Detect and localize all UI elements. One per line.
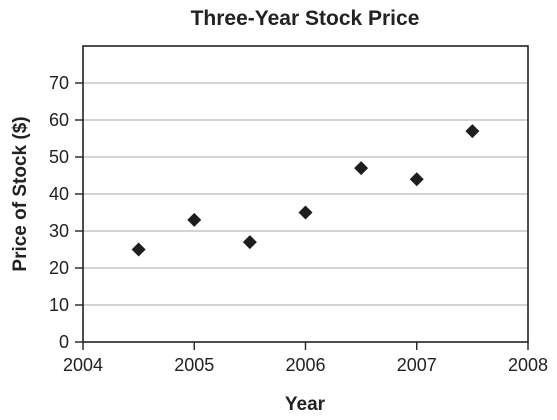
- data-point: [354, 161, 369, 176]
- data-point: [298, 205, 313, 220]
- x-axis-label: Year: [285, 394, 326, 415]
- tick-labels: 0 10 20 30 40 50 60 70 2004 2005 2006 2007 2008: [49, 73, 548, 375]
- gridlines: [83, 82, 528, 306]
- y-tick-label: 0: [59, 332, 69, 352]
- y-tick-label: 30: [49, 221, 69, 241]
- y-tick-label: 60: [49, 110, 69, 130]
- y-tick-label: 20: [49, 258, 69, 278]
- x-tick-label: 2005: [174, 355, 214, 375]
- y-tick-label: 50: [49, 147, 69, 167]
- axis-ticks: [75, 82, 529, 350]
- y-axis-label: Price of Stock ($): [10, 116, 31, 271]
- data-point: [465, 124, 480, 139]
- x-tick-label: 2006: [285, 355, 325, 375]
- chart-title: Three-Year Stock Price: [191, 7, 420, 30]
- x-tick-label: 2007: [397, 355, 437, 375]
- data-points: [131, 124, 480, 257]
- y-tick-label: 40: [49, 184, 69, 204]
- x-tick-label: 2008: [508, 355, 548, 375]
- data-point: [187, 212, 202, 227]
- data-point: [409, 172, 424, 187]
- y-tick-label: 10: [49, 295, 69, 315]
- y-tick-label: 70: [49, 73, 69, 93]
- data-point: [242, 235, 257, 250]
- x-tick-label: 2004: [63, 355, 103, 375]
- data-point: [131, 242, 146, 257]
